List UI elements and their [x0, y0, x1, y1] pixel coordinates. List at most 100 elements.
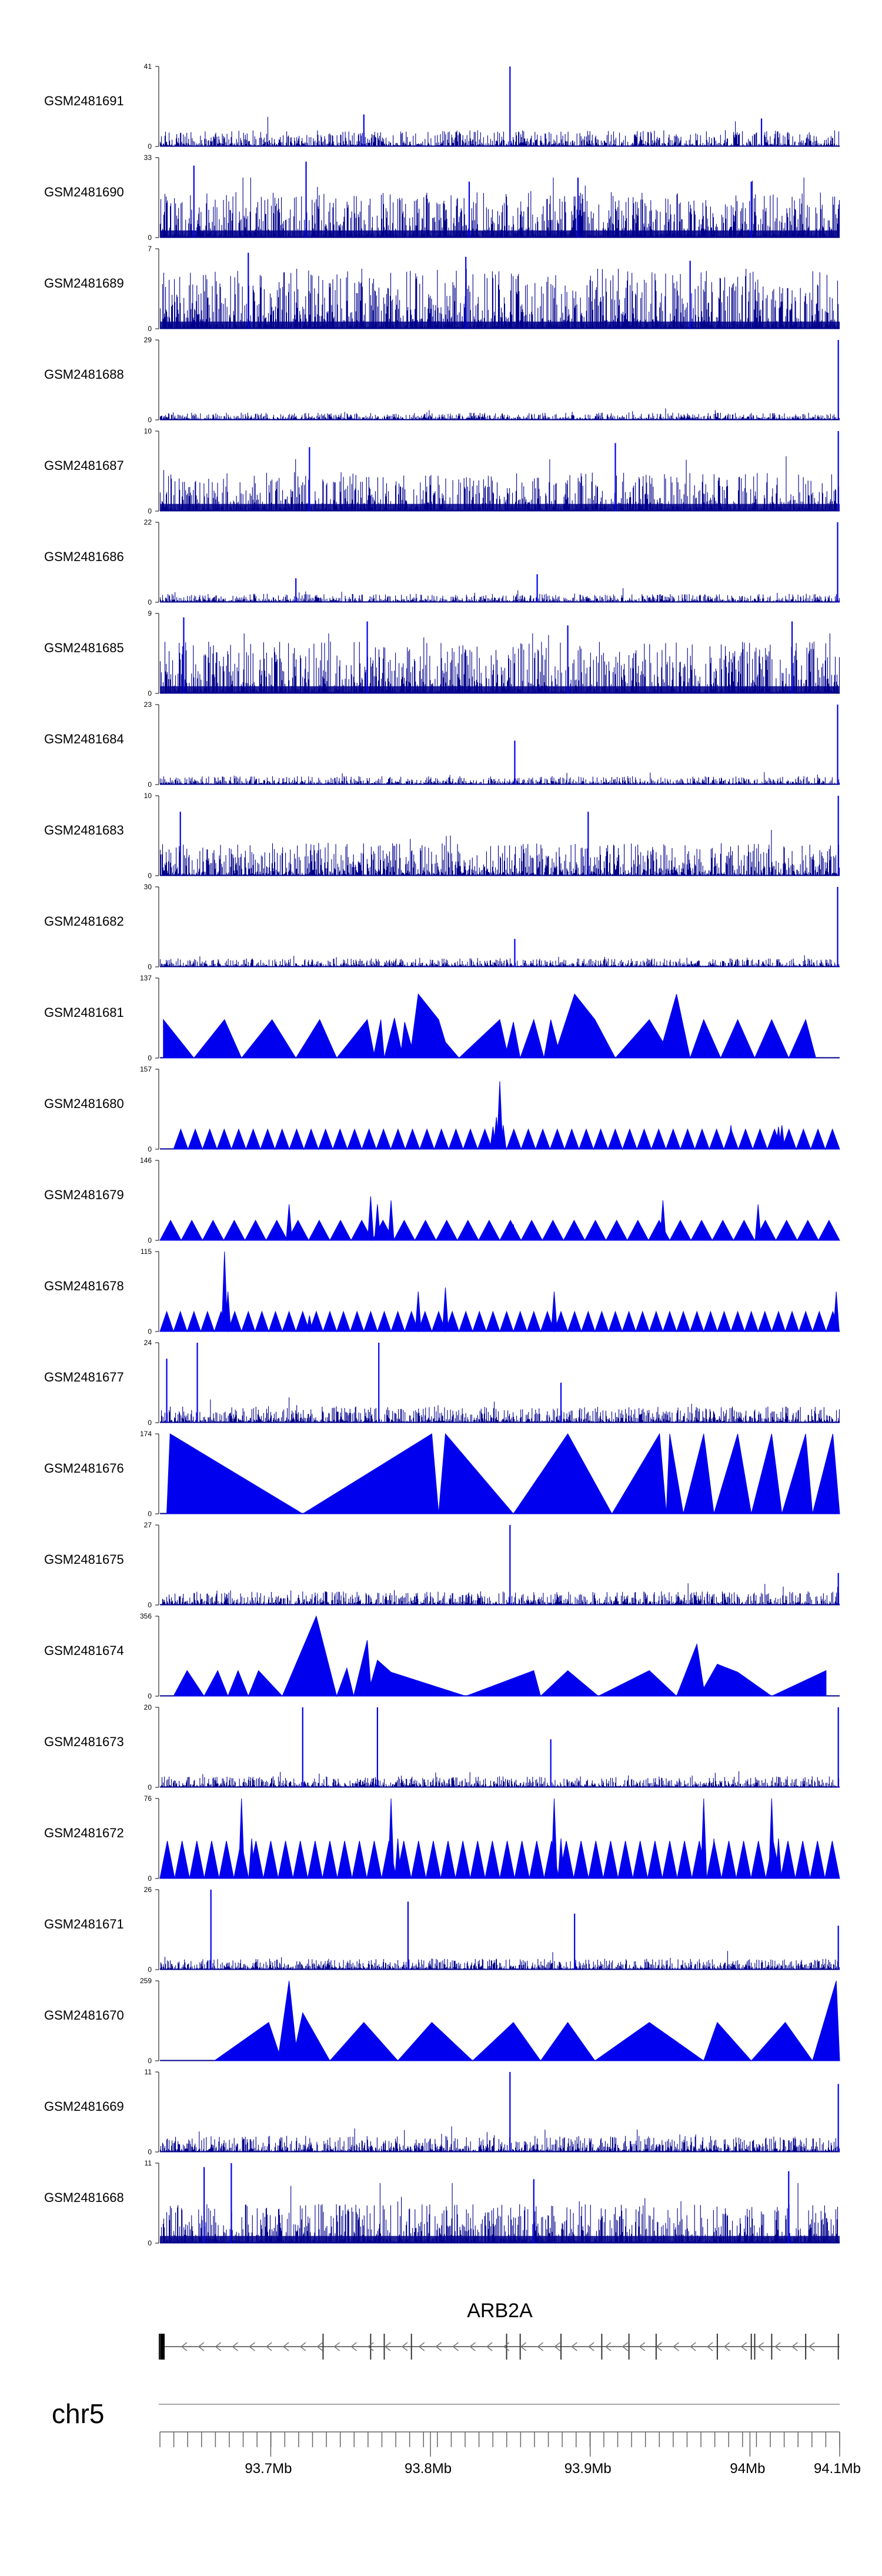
- y-max-label: 10: [144, 792, 152, 800]
- y-max-label: 9: [148, 609, 152, 618]
- y-min-label: 0: [148, 598, 152, 606]
- track: GSM2481681 137 0: [44, 974, 840, 1062]
- y-min-label: 0: [148, 2057, 152, 2065]
- track: GSM2481677 24 0: [44, 1339, 840, 1427]
- y-max-label: 26: [144, 1886, 152, 1894]
- strand-chevron: [181, 2342, 188, 2351]
- signal-bars: [159, 2183, 840, 2243]
- strand-chevron: [299, 2342, 306, 2351]
- track: GSM2481676 174 0: [44, 1430, 840, 1518]
- signal-spike: [306, 1315, 313, 1332]
- track: GSM2481673 20 0: [44, 1703, 840, 1791]
- signal-spike: [395, 1838, 402, 1879]
- y-max-label: 157: [140, 1065, 152, 1073]
- signal-bars: [159, 955, 840, 967]
- strand-chevron: [673, 2342, 679, 2351]
- signal-spike: [367, 1196, 374, 1241]
- signal-spike: [754, 1204, 761, 1241]
- y-max-label: 7: [148, 245, 152, 253]
- track-label: GSM2481681: [44, 1005, 124, 1020]
- signal-spike: [225, 1291, 232, 1332]
- strand-chevron: [401, 2342, 408, 2351]
- signal-bars: [159, 1771, 840, 1787]
- y-min-label: 0: [148, 1327, 152, 1336]
- y-max-label: 33: [144, 154, 152, 162]
- signal-spike: [557, 1838, 564, 1879]
- strand-chevron: [554, 2342, 560, 2351]
- y-min-label: 0: [148, 1783, 152, 1791]
- signal-dense-band: [160, 2235, 840, 2243]
- y-max-label: 174: [140, 1430, 152, 1438]
- signal-bars: [159, 830, 840, 876]
- track: GSM2481684 23 0: [44, 700, 840, 789]
- track: GSM2481668 11 0: [44, 2159, 840, 2247]
- chromosome-label: chr5: [52, 2398, 104, 2429]
- signal-spike: [510, 1224, 517, 1241]
- strand-chevron: [808, 2342, 815, 2351]
- x-tick-label: 93.7Mb: [245, 2461, 292, 2477]
- y-max-label: 29: [144, 336, 152, 344]
- y-max-label: 10: [144, 427, 152, 435]
- signal-bars: [159, 1583, 840, 1605]
- track: GSM2481691 41 0: [44, 62, 840, 151]
- signal-spike: [510, 1137, 517, 1150]
- y-min-label: 0: [148, 1966, 152, 1974]
- signal-spike: [496, 1081, 503, 1150]
- y-max-label: 20: [144, 1703, 152, 1711]
- strand-chevron: [249, 2342, 255, 2351]
- signal-bars: [159, 456, 840, 511]
- y-min-label: 0: [148, 1236, 152, 1244]
- signal-spike: [710, 1838, 717, 1879]
- signal-bars: [159, 116, 840, 146]
- genome-axis: chr5 93.7Mb 93.8Mb 93.9Mb 94Mb 94.1Mb: [52, 2398, 861, 2477]
- gene-label: ARB2A: [467, 2300, 533, 2322]
- strand-chevron: [333, 2342, 340, 2351]
- track-label: GSM2481684: [44, 732, 124, 746]
- signal-spike: [768, 1798, 775, 1879]
- track-label: GSM2481691: [44, 94, 124, 108]
- track-label: GSM2481670: [44, 2008, 124, 2023]
- strand-chevron: [639, 2342, 646, 2351]
- track-label: GSM2481673: [44, 1734, 124, 1749]
- gene-track: ARB2A: [159, 2300, 840, 2360]
- strand-chevron: [316, 2342, 323, 2351]
- gene-exon-block: [159, 2334, 165, 2360]
- y-max-label: 23: [144, 700, 152, 709]
- track-label: GSM2481685: [44, 640, 124, 655]
- signal-dense-band: [160, 321, 840, 329]
- signal-bars: [159, 269, 840, 329]
- strand-chevron: [265, 2342, 272, 2351]
- track-label: GSM2481682: [44, 914, 124, 929]
- signal-spike: [374, 1204, 381, 1241]
- track-label: GSM2481677: [44, 1370, 124, 1384]
- track: GSM2481679 146 0: [44, 1156, 840, 1244]
- signal-spike: [238, 1798, 245, 1879]
- y-max-label: 24: [144, 1339, 152, 1347]
- signal-area: [166, 1433, 840, 1515]
- signal-area: [173, 1128, 840, 1150]
- y-max-label: 27: [144, 1521, 152, 1529]
- signal-bars: [159, 772, 840, 785]
- signal-spike: [700, 1798, 707, 1879]
- y-max-label: 11: [145, 2159, 152, 2167]
- track-label: GSM2481674: [44, 1643, 124, 1658]
- strand-chevron: [571, 2342, 577, 2351]
- signal-spike: [550, 1291, 558, 1332]
- signal-area: [159, 1219, 840, 1242]
- track: GSM2481688 29 0: [44, 336, 840, 424]
- strand-chevron: [435, 2342, 442, 2351]
- strand-chevron: [774, 2342, 781, 2351]
- track: GSM2481674 356 0: [44, 1612, 840, 1700]
- x-tick-label: 93.8Mb: [405, 2461, 452, 2477]
- signal-area: [159, 1310, 840, 1333]
- strand-chevron: [791, 2342, 798, 2351]
- track: GSM2481669 11 0: [44, 2068, 840, 2156]
- track-label: GSM2481680: [44, 1096, 124, 1111]
- track-label: GSM2481687: [44, 458, 124, 473]
- track-label: GSM2481668: [44, 2190, 124, 2205]
- track: GSM2481682 30 0: [44, 883, 840, 971]
- y-max-label: 356: [140, 1612, 152, 1620]
- track: GSM2481680 157 0: [44, 1065, 840, 1153]
- track: GSM2481675 27 0: [44, 1521, 840, 1609]
- track-label: GSM2481689: [44, 276, 124, 291]
